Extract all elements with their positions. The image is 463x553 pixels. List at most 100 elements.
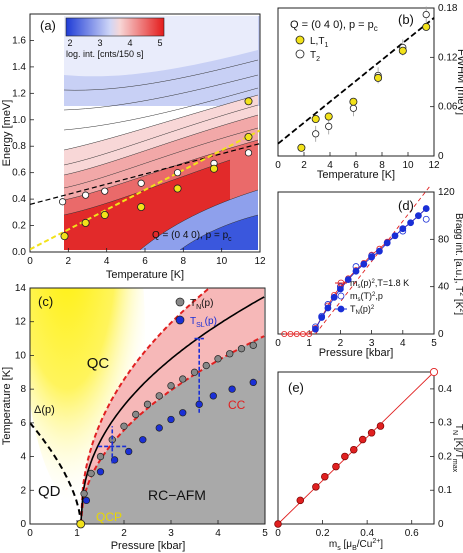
panel-e-xlabel: ms [μB/Cu2+] [329, 538, 383, 552]
panel-d-label: (d) [398, 198, 414, 213]
point-tn [155, 392, 163, 400]
point-e [312, 483, 320, 491]
point-tn [202, 361, 210, 370]
cc-boundary-upper [79, 288, 211, 524]
qcp-marker [76, 519, 86, 529]
panel-e-ytick-label-4: 0.4 [438, 384, 452, 395]
legend-d-label-1: ms(p)2,T=1.8 K [350, 278, 409, 290]
panel-b-xtick-label-4: 8 [379, 160, 385, 171]
panel-d-xtick-label-0: 0 [275, 338, 281, 349]
point-yellow [100, 210, 109, 219]
point-e-open [429, 367, 439, 377]
point-yellow [137, 203, 146, 212]
point-tn [249, 341, 257, 349]
panel-a-inset-text: Q = (0 4 0), p = pc [152, 230, 232, 243]
panel-d-xtick-label-1: 1 [306, 338, 312, 349]
point-e [341, 452, 349, 461]
point-lt1 [311, 115, 320, 124]
panel-e-ytick-label-0: 0 [438, 519, 444, 530]
point-tn-sq [352, 267, 360, 275]
point-ms-t [422, 215, 430, 223]
point-open [58, 198, 67, 206]
panel-c-ytick-label-3: 6 [20, 418, 26, 429]
panel-d-ylabel: Bragg int. [a.u.], T2 [K2] [453, 213, 463, 315]
legend-c-label-2: TSL(p) [190, 316, 217, 329]
panel-a: 2 3 4 5 log. int. [cnts/150 s] 0 2 4 6 8 10 12… [1, 13, 266, 281]
panel-d-xtick-label-4: 4 [400, 338, 406, 349]
panel-e-xtick-label-0: 0 [275, 528, 281, 539]
point-tn-sq [407, 219, 415, 227]
panel-d-xtick-label-5: 5 [431, 338, 437, 349]
panel-c-marks [76, 341, 257, 529]
point-ms-t [399, 227, 407, 235]
point-open [173, 169, 182, 177]
point-yellow [81, 218, 90, 227]
panel-a-ytick-label-3: 0.6 [12, 168, 26, 179]
label-qcp: QCP [96, 510, 122, 524]
panel-d-ytick-label-0: 0 [438, 329, 444, 340]
point-tn-sq [399, 225, 407, 233]
line-tn-sq [315, 208, 427, 330]
point-lt1 [349, 97, 358, 106]
point-tsl [209, 392, 217, 400]
point-open [101, 187, 109, 195]
panel-d-ytick-label-3: 120 [438, 187, 455, 198]
point-tn-sq [414, 212, 422, 220]
legend-d: ms(p)2,T=1.8 K ms(T)2,p TN(p)2 [335, 278, 409, 316]
point-ms-p [299, 330, 306, 337]
point-tn [96, 452, 105, 461]
colorbar-tick-2: 2 [67, 38, 72, 48]
point-tn [179, 375, 187, 383]
panel-c-ytick-label-1: 2 [20, 485, 26, 496]
point-tn-sq [312, 325, 319, 333]
panel-c-ytick-label-7: 14 [15, 283, 27, 294]
panel-b-xtick-label-3: 6 [353, 160, 359, 171]
point-tsl [96, 468, 105, 476]
panel-b-xlabel: Temperature [K] [317, 169, 395, 181]
panel-e-frame [277, 371, 435, 525]
panel-e: 0 0.2 0.4 0.6 0 0.1 0.2 0.3 0.4 (e) ms [μB/Cu2+]… [274, 367, 463, 552]
point-e [358, 435, 367, 444]
colorbar [65, 17, 165, 37]
legend-d-marker-2 [337, 292, 345, 300]
panel-e-marks [274, 367, 439, 528]
panel-b-xtick-label-0: 0 [275, 160, 281, 171]
panel-e-ylabel: TN [K]/Tmax [451, 424, 463, 473]
panel-a-heatmap [63, 16, 260, 251]
panel-c-ytick-label-0: 0 [20, 519, 26, 530]
legend-c-label-1: TN(p) [190, 298, 213, 311]
panel-d-ytick-label-2: 80 [438, 234, 450, 245]
gap-curve [30, 422, 81, 515]
panel-c-xtick-label-3: 3 [168, 528, 174, 539]
legend-b-marker-1 [295, 35, 305, 45]
point-e [376, 422, 385, 430]
panel-a-marks [30, 97, 260, 251]
point-e [274, 520, 282, 528]
point-yellow [173, 184, 182, 193]
label-gap: Δ(p) [34, 404, 55, 416]
point-tn-sq [324, 304, 332, 312]
point-tsl [139, 436, 147, 444]
panel-b-header: Q = (0 4 0), p = pc [290, 19, 378, 33]
point-e [296, 496, 305, 505]
point-tsl [155, 424, 163, 432]
point-open [81, 191, 90, 199]
point-tn [226, 350, 234, 358]
point-tsl [82, 496, 91, 505]
panel-e-axes: 0 0.2 0.4 0.6 0 0.1 0.2 0.3 0.4 [275, 384, 452, 539]
panel-b-ytick-label-3: 0.18 [438, 3, 458, 14]
region-rc-afm [80, 336, 265, 524]
point-lt1 [422, 22, 431, 31]
panel-a-ytick-label-6: 1.2 [12, 88, 26, 99]
point-ms-t [324, 301, 332, 308]
panel-b-label: (b) [398, 12, 414, 27]
label-rc-afm: RC−AFM [148, 487, 206, 503]
point-tsl [179, 409, 187, 417]
legend-d-marker-3 [337, 305, 345, 313]
panel-d-frame [277, 191, 435, 335]
panel-a-label: (a) [40, 18, 56, 33]
